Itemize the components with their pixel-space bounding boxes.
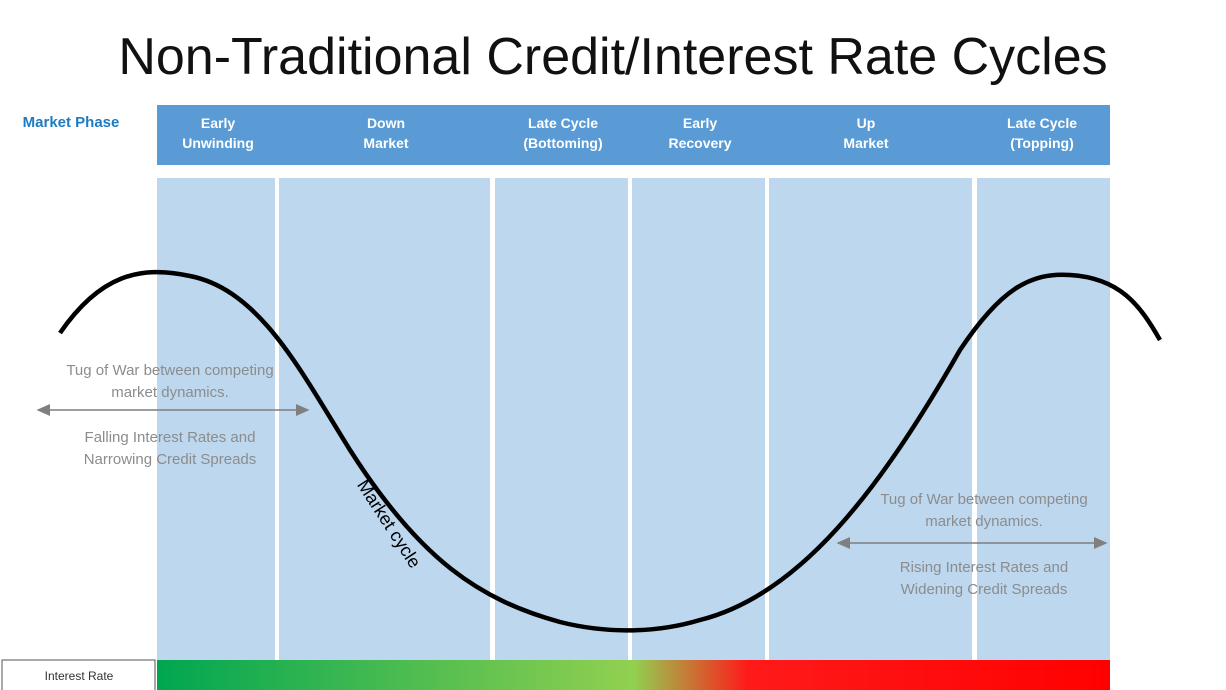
column <box>769 178 972 660</box>
note-text: Widening Credit Spreads <box>901 581 1068 598</box>
column <box>279 178 490 660</box>
note-text: Narrowing Credit Spreads <box>84 451 257 468</box>
phase-label: Unwinding <box>182 135 254 151</box>
phase-label: (Bottoming) <box>523 135 602 151</box>
note-text: market dynamics. <box>925 513 1043 530</box>
market-cycle-curve <box>58 269 1162 633</box>
column <box>495 178 628 660</box>
phase-label: Late Cycle <box>1007 115 1077 131</box>
column <box>632 178 765 660</box>
rate-box <box>1 659 156 690</box>
phase-labels: Early Unwinding Down Market Late Cycle (Botto… <box>182 115 1077 151</box>
notes: Tug of War between competing market dynam… <box>66 362 1087 598</box>
phase-label: Early <box>683 115 717 131</box>
column <box>977 178 1110 660</box>
note-text: Falling Interest Rates and <box>85 429 256 446</box>
phase-label: Recovery <box>668 135 731 151</box>
note-text: Tug of War between competing <box>66 362 273 379</box>
phase-label: Late Cycle <box>528 115 598 131</box>
row-label: Market Phase <box>23 114 120 131</box>
phase-label: Market <box>843 135 888 151</box>
note-text: Tug of War between competing <box>880 491 1087 508</box>
note-text: market dynamics. <box>111 384 229 401</box>
phase-label: Market <box>363 135 408 151</box>
column <box>157 178 275 660</box>
title: Non-Traditional Credit/Interest Rate Cyc… <box>118 28 1107 86</box>
phase-label: Up <box>857 115 876 131</box>
phase-label: Early <box>201 115 235 131</box>
note-text: Rising Interest Rates and <box>900 559 1068 576</box>
rate-bar <box>157 660 1110 690</box>
phase-label: (Topping) <box>1010 135 1074 151</box>
header-bar <box>157 105 1110 165</box>
columns <box>157 178 1110 660</box>
phase-label: Down <box>367 115 405 131</box>
bottom-label: Interest Rate <box>45 669 114 683</box>
